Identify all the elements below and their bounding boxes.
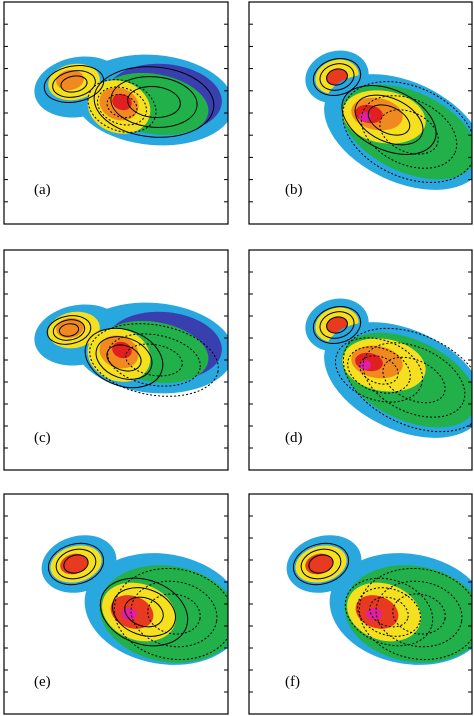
contour-line [124, 596, 164, 628]
contour-line [84, 327, 164, 389]
contour-line [344, 577, 434, 647]
plot-area [305, 50, 472, 190]
contour-line [326, 68, 348, 86]
panel: (e) [3, 493, 229, 715]
panel: (c) [3, 249, 229, 471]
panel-label: (a) [34, 182, 51, 198]
contour-line [319, 63, 355, 91]
contour-line [362, 342, 466, 418]
contour-line [93, 66, 215, 138]
contour-line [354, 94, 424, 146]
contour-line [58, 323, 80, 337]
plot-area [41, 535, 228, 665]
panel-label: (b) [285, 182, 303, 198]
contour-line [319, 311, 355, 339]
panel: (a) [3, 1, 229, 225]
contour-line [347, 346, 411, 394]
contour-line [60, 75, 88, 93]
contour-line [300, 548, 342, 580]
contour-line [127, 85, 181, 119]
panel: (b) [248, 1, 473, 225]
contour-line [379, 109, 439, 155]
contour-line [334, 337, 424, 403]
plot-area [286, 535, 472, 665]
contour-line [63, 554, 89, 574]
field-region [112, 93, 132, 111]
contour-line [52, 319, 86, 341]
field-region [359, 112, 371, 122]
contour-line [341, 85, 437, 155]
contour-line [106, 93, 138, 119]
contour-line [392, 593, 446, 635]
panel: (d) [248, 249, 473, 471]
panel-label: (c) [34, 430, 51, 446]
panel: (f) [248, 493, 473, 715]
field-region [366, 608, 382, 620]
contour-line [106, 344, 142, 372]
contour-line [312, 58, 362, 96]
contour-line [46, 315, 92, 345]
contour-line [47, 542, 105, 586]
contour-line [312, 306, 362, 344]
panel-label: (f) [285, 674, 300, 690]
contour-line [357, 587, 421, 637]
field-region [359, 360, 371, 370]
contour-line [112, 587, 176, 637]
contour-line [360, 95, 458, 169]
contour-line [113, 567, 228, 661]
contour-line [89, 323, 219, 397]
field-region [56, 69, 84, 91]
contour-line [326, 316, 348, 334]
contour-line [292, 542, 350, 586]
contour-line [147, 593, 201, 635]
contour-line [107, 333, 201, 387]
contour-line [95, 336, 153, 380]
contour-line [342, 81, 472, 183]
contour-line [55, 548, 97, 580]
panel-label: (d) [285, 430, 303, 446]
contour-line [125, 343, 183, 377]
contour-line [367, 104, 411, 136]
plot-area [305, 298, 472, 438]
contour-line [359, 355, 399, 385]
contour-line [99, 577, 189, 647]
contour-line [43, 65, 105, 103]
plot-area [34, 54, 228, 146]
contour-line [308, 554, 334, 574]
contour-line [382, 356, 446, 404]
contour-line [52, 70, 96, 98]
contour-line [97, 86, 147, 126]
contour-line [110, 76, 198, 128]
contour-line [358, 567, 472, 661]
panel-label: (e) [34, 674, 51, 690]
plot-area [34, 302, 228, 397]
